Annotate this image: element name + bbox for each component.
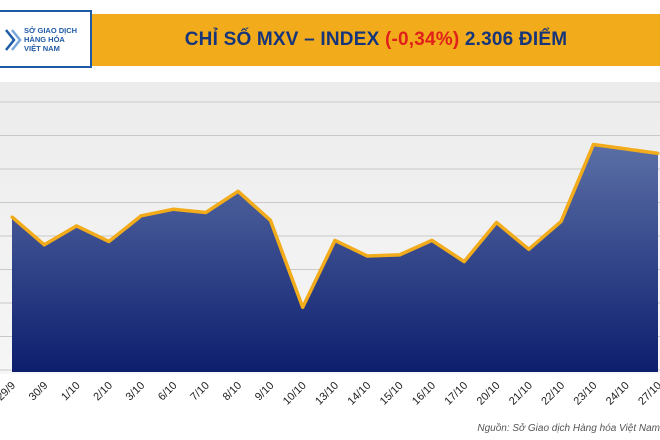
x-tick-label: 14/10: [345, 380, 373, 408]
data-point: [462, 260, 466, 264]
data-point: [42, 243, 46, 247]
title-bar: CHỈ SỐ MXV – INDEX (-0,34%) 2.306 ĐIỂM: [92, 14, 660, 66]
data-point: [301, 305, 305, 309]
title-suffix: 2.306 ĐIỂM: [459, 29, 568, 50]
area-chart: 29/9 30/9 1/10 2/10 3/10 6/10 7/10 8/10 9/10 10/1…: [0, 101, 660, 408]
data-point: [365, 254, 369, 258]
x-tick-label: 20/10: [475, 380, 503, 408]
x-tick-label: 9/10: [253, 380, 277, 404]
source-note: Nguồn: Sở Giao dịch Hàng hóa Việt Nam: [477, 423, 660, 434]
data-point: [559, 219, 563, 223]
logo-line: HÀNG HÓA: [24, 35, 65, 44]
chart-title: CHỈ SỐ MXV – INDEX (-0,34%) 2.306 ĐIỂM: [185, 29, 567, 51]
x-tick-label: 30/9: [27, 380, 51, 404]
x-tick-label: 24/10: [604, 380, 632, 408]
data-point: [495, 221, 498, 224]
logo-line: SỞ GIAO DỊCH: [24, 26, 78, 35]
x-tick-label: 7/10: [188, 380, 212, 404]
x-tick-label: 10/10: [281, 380, 309, 408]
logo-line: VIỆT NAM: [24, 44, 60, 53]
x-tick-label: 23/10: [572, 380, 600, 408]
data-point: [268, 218, 272, 222]
data-point: [624, 147, 628, 151]
data-point: [333, 238, 337, 242]
x-tick-label: 21/10: [507, 380, 535, 408]
x-tick-label: 13/10: [313, 380, 341, 408]
x-tick-label: 15/10: [378, 380, 406, 408]
logo-text: SỞ GIAO DỊCH HÀNG HÓA VIỆT NAM: [24, 26, 90, 53]
logo-arrows-icon: [5, 29, 22, 51]
x-tick-label: 1/10: [59, 380, 83, 404]
data-point: [656, 151, 660, 155]
data-point: [398, 253, 402, 257]
x-tick-label: 6/10: [156, 380, 180, 404]
data-point: [430, 238, 434, 242]
x-tick-label: 2/10: [91, 380, 115, 404]
title-change: (-0,34%): [384, 29, 460, 50]
x-tick-label: 27/10: [636, 380, 660, 408]
header: SỞ GIAO DỊCH HÀNG HÓA VIỆT NAM CHỈ SỐ MX…: [0, 0, 660, 82]
data-point: [139, 214, 143, 218]
data-point: [107, 240, 111, 243]
data-point: [75, 224, 79, 228]
data-point: [236, 189, 240, 193]
title-prefix: CHỈ SỐ MXV – INDEX: [184, 29, 385, 50]
area-fill: [12, 144, 658, 372]
x-tick-label: 29/9: [0, 380, 18, 404]
x-tick-label: 3/10: [124, 380, 148, 404]
x-tick-label: 16/10: [410, 380, 438, 408]
data-point: [204, 211, 208, 214]
data-point: [591, 143, 595, 146]
x-tick-label: 22/10: [539, 380, 567, 408]
data-point: [172, 207, 175, 211]
data-point: [527, 247, 531, 251]
x-tick-label: 17/10: [442, 380, 470, 408]
mxv-logo: SỞ GIAO DỊCH HÀNG HÓA VIỆT NAM: [0, 10, 92, 68]
x-tick-label: 8/10: [221, 380, 245, 404]
data-point: [10, 215, 14, 219]
